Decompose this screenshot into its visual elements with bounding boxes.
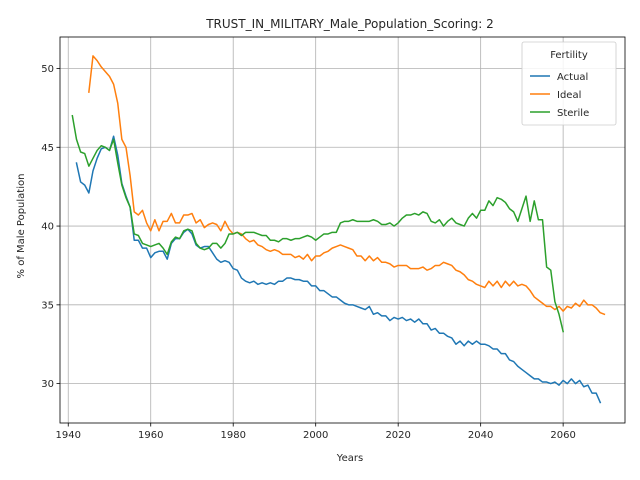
- legend-label-sterile: Sterile: [557, 108, 589, 119]
- y-tick-label: 40: [41, 222, 54, 233]
- x-tick-label: 2040: [468, 430, 493, 441]
- x-tick-label: 1940: [56, 430, 81, 441]
- series-line-actual: [75, 135, 602, 404]
- ticks-layer: 1940 1960 1980 2000 2020 2040 2060 30 35 40 45 50: [41, 64, 576, 441]
- y-tick-label: 35: [41, 300, 54, 311]
- x-tick-label: 2060: [550, 430, 575, 441]
- x-tick-label: 1960: [138, 430, 163, 441]
- x-tick-label: 2000: [303, 430, 328, 441]
- x-tick-label: 1980: [220, 430, 245, 441]
- series-layer: [71, 55, 606, 404]
- y-tick-label: 50: [41, 64, 54, 75]
- y-axis-title: % of Male Population: [16, 174, 27, 279]
- x-tick-label: 2020: [385, 430, 410, 441]
- series-line-ideal: [88, 55, 606, 316]
- y-tick-label: 30: [41, 379, 54, 390]
- series-line-sterile: [71, 114, 565, 333]
- legend: Fertility Actual Ideal Sterile: [521, 41, 617, 126]
- legend-box: [521, 41, 617, 126]
- legend-label-actual: Actual: [557, 72, 588, 83]
- plot-frame: [59, 36, 626, 424]
- legend-title: Fertility: [550, 50, 588, 61]
- legend-items: Actual Ideal Sterile: [530, 72, 589, 119]
- y-tick-label: 45: [41, 143, 54, 154]
- legend-label-ideal: Ideal: [557, 90, 581, 101]
- x-axis-title: Years: [336, 453, 363, 464]
- chart-title: TRUST_IN_MILITARY_Male_Population_Scorin…: [205, 17, 494, 31]
